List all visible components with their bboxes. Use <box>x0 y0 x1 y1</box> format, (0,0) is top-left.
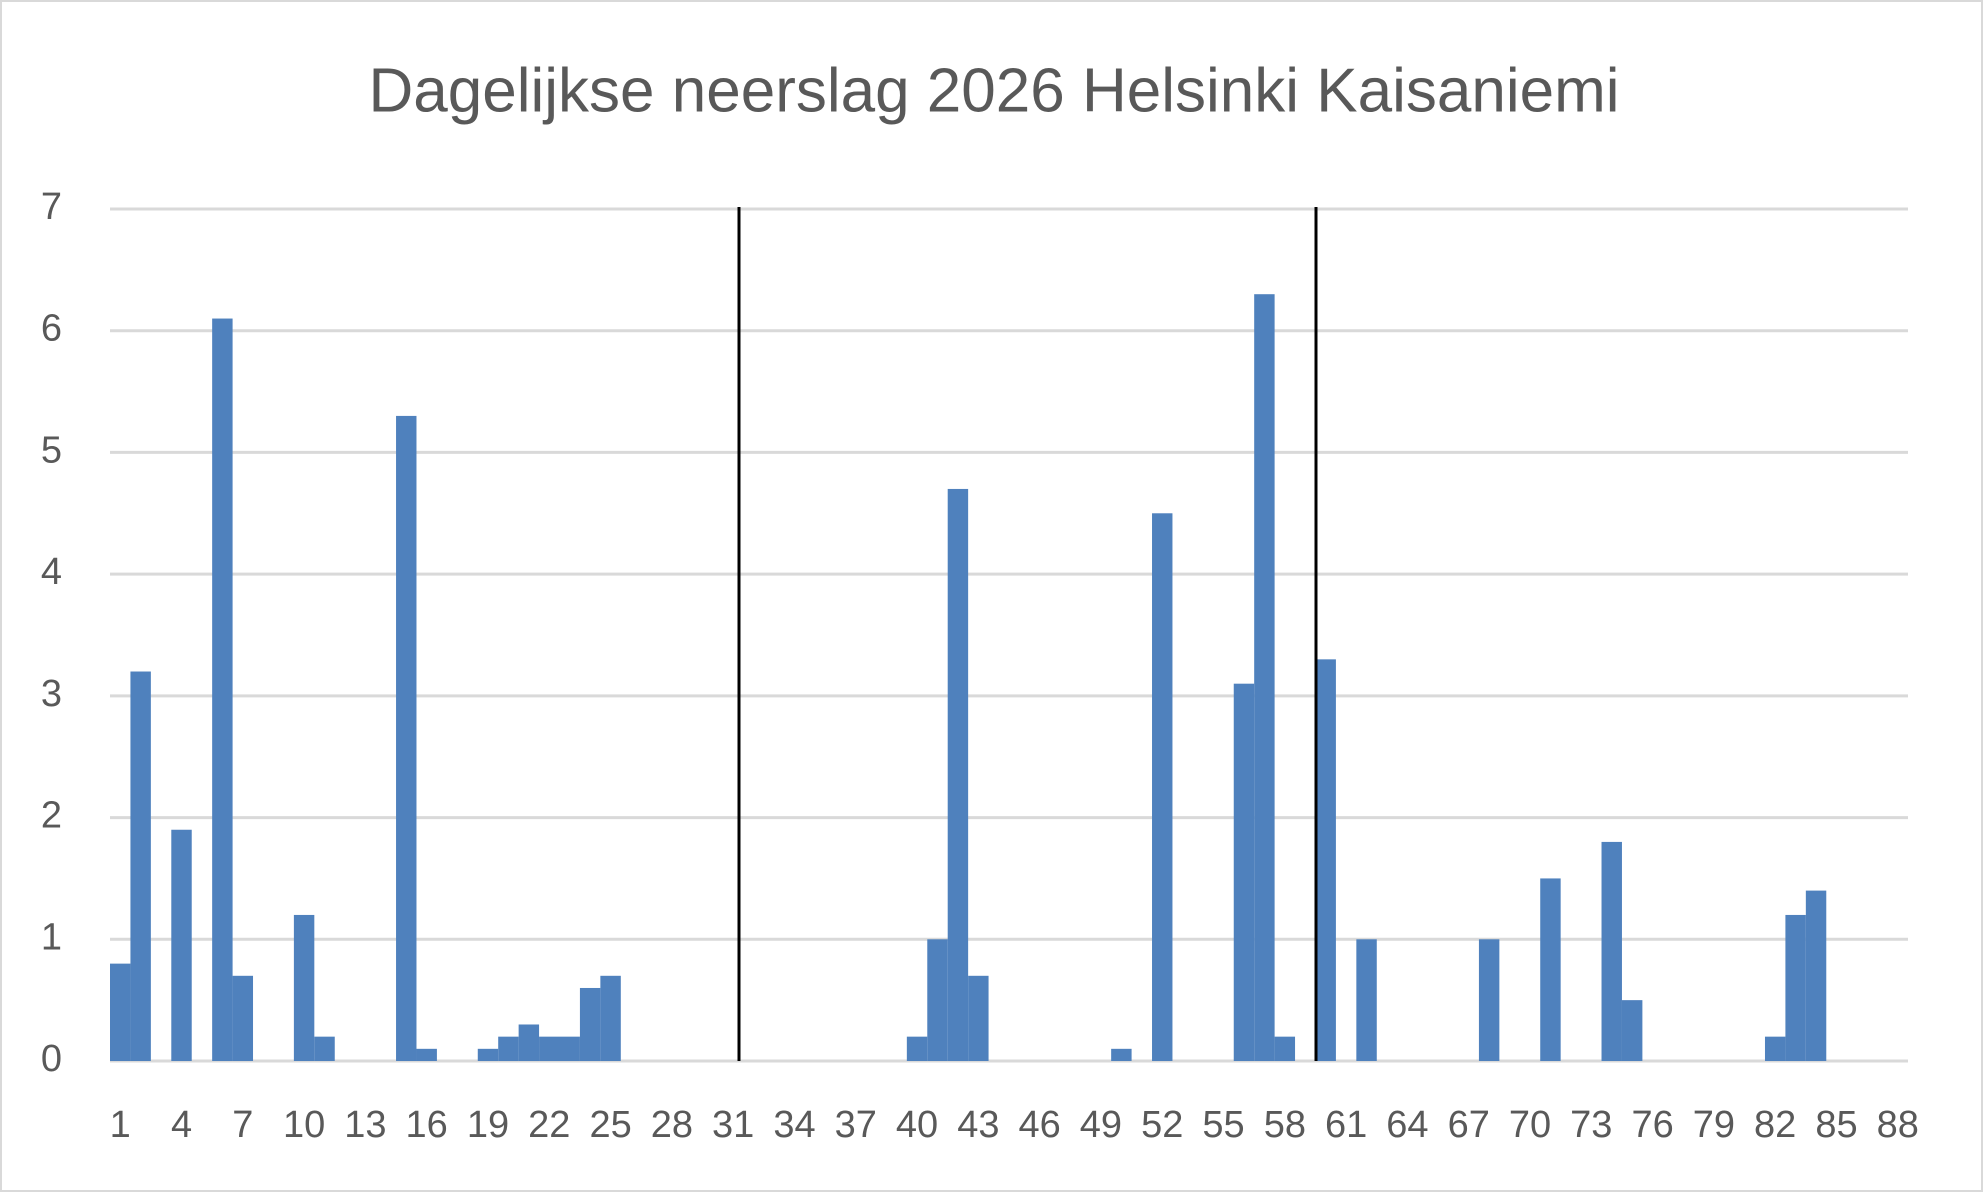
bar <box>518 1024 540 1061</box>
bar <box>1478 939 1500 1061</box>
bar <box>539 1036 560 1061</box>
x-tick-label: 82 <box>1754 1104 1796 1146</box>
x-tick-label: 73 <box>1570 1104 1612 1146</box>
bar <box>314 1036 335 1061</box>
x-tick-label: 64 <box>1386 1104 1428 1146</box>
x-tick-label: 31 <box>712 1104 754 1146</box>
x-tick-label: 10 <box>283 1104 325 1146</box>
bar <box>1621 1000 1643 1061</box>
bar <box>232 975 254 1061</box>
y-tick-label: 1 <box>41 916 62 958</box>
bar <box>1540 878 1561 1061</box>
bar <box>1805 890 1827 1061</box>
x-tick-label: 19 <box>467 1104 509 1146</box>
x-tick-label: 70 <box>1509 1104 1551 1146</box>
bar <box>927 939 948 1061</box>
bars <box>110 294 1827 1061</box>
x-tick-label: 67 <box>1448 1104 1490 1146</box>
bar <box>416 1048 437 1061</box>
x-tick-label: 34 <box>773 1104 815 1146</box>
x-tick-label: 16 <box>406 1104 448 1146</box>
bar <box>600 975 621 1061</box>
y-tick-label: 6 <box>41 308 62 350</box>
bar <box>1315 659 1336 1061</box>
x-tick-label: 28 <box>651 1104 693 1146</box>
x-tick-label: 76 <box>1631 1104 1673 1146</box>
bar <box>293 914 315 1061</box>
x-tick-label: 43 <box>957 1104 999 1146</box>
x-tick-label: 22 <box>528 1104 570 1146</box>
x-tick-label: 13 <box>344 1104 386 1146</box>
bar <box>171 829 192 1061</box>
bar <box>1356 939 1377 1061</box>
bar <box>1601 841 1622 1061</box>
x-tick-label: 85 <box>1815 1104 1857 1146</box>
x-tick-label: 55 <box>1202 1104 1244 1146</box>
bar <box>1274 1036 1296 1061</box>
x-tick-label: 40 <box>896 1104 938 1146</box>
x-tick-label: 79 <box>1693 1104 1735 1146</box>
bar <box>906 1036 928 1061</box>
x-tick-label: 52 <box>1141 1104 1183 1146</box>
x-tick-label: 58 <box>1264 1104 1306 1146</box>
x-tick-label: 25 <box>589 1104 631 1146</box>
x-tick-label: 88 <box>1877 1104 1919 1146</box>
x-tick-label: 49 <box>1080 1104 1122 1146</box>
bar <box>579 987 601 1061</box>
bar <box>1785 914 1806 1061</box>
bar <box>498 1036 519 1061</box>
chart-title: Dagelijkse neerslag 2026 Helsinki Kaisan… <box>369 56 1620 125</box>
x-tick-label: 46 <box>1019 1104 1061 1146</box>
bar <box>947 488 969 1061</box>
y-tick-label: 4 <box>41 551 62 593</box>
y-tick-label: 5 <box>41 429 62 471</box>
y-tick-label: 2 <box>41 795 62 837</box>
x-tick-label: 61 <box>1325 1104 1367 1146</box>
bar <box>1254 294 1275 1061</box>
bar <box>1233 683 1255 1061</box>
y-tick-label: 0 <box>41 1038 62 1080</box>
x-tick-label: 1 <box>110 1104 131 1146</box>
bar <box>1764 1036 1786 1061</box>
bar <box>110 963 131 1061</box>
bar <box>1152 513 1173 1061</box>
bar <box>212 318 233 1061</box>
bar <box>968 975 989 1061</box>
y-tick-label: 3 <box>41 673 62 715</box>
bar <box>1111 1048 1132 1061</box>
y-tick-label: 7 <box>41 186 62 228</box>
x-tick-label: 37 <box>835 1104 877 1146</box>
x-tick-label: 7 <box>232 1104 253 1146</box>
bar <box>477 1048 499 1061</box>
bar <box>130 671 151 1061</box>
x-tick-label: 4 <box>171 1104 192 1146</box>
bar <box>396 415 417 1061</box>
bar <box>559 1036 580 1061</box>
